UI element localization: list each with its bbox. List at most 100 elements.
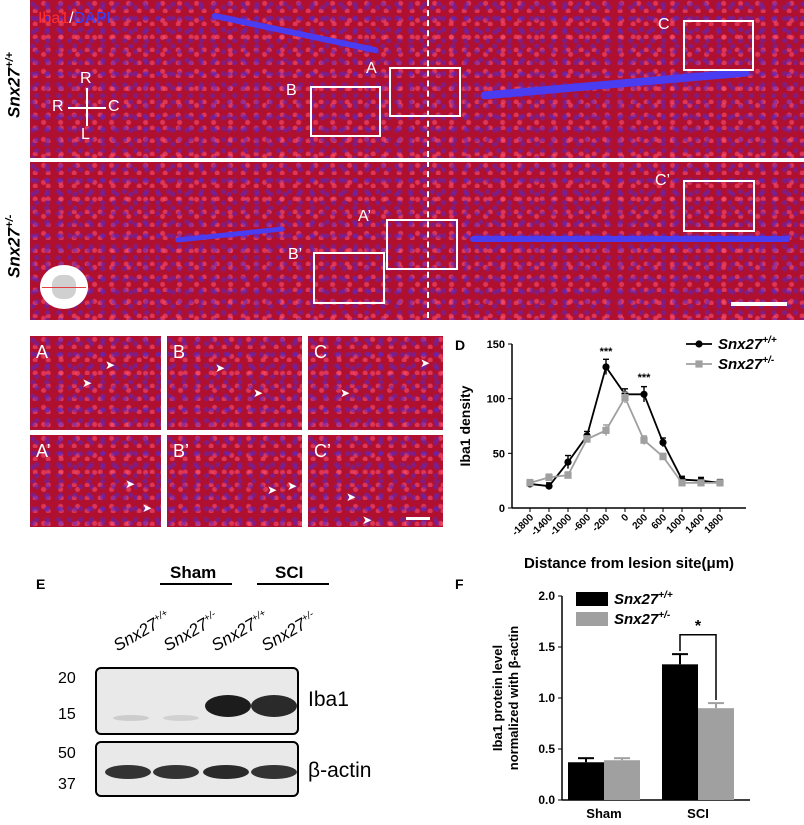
spinal-cord-icon <box>40 265 88 309</box>
data-point <box>659 438 667 446</box>
blot-label-iba1: Iba1 <box>308 688 349 711</box>
marker-37: 37 <box>58 776 76 793</box>
box-a-prime-label: A’ <box>358 208 372 225</box>
tile-a: A ➤ ➤ <box>30 336 161 430</box>
orient-bottom: L <box>81 126 90 143</box>
box-b-label: B <box>286 82 297 99</box>
group-sci-line <box>257 583 329 585</box>
legend-swatch <box>576 592 608 606</box>
lane-label-1: Snx27+/+ <box>110 607 170 656</box>
x-tick-label: 0 <box>619 512 631 524</box>
y-tick-label: 0.0 <box>538 793 555 807</box>
chart-f: 0.0 0.5 1.0 1.5 2.0 Iba1 protein level normali… <box>490 589 750 821</box>
y-tick-label: 1.5 <box>538 640 555 654</box>
data-point <box>526 479 534 487</box>
significance-marker: *** <box>638 372 652 384</box>
legend-label: Snx27+/+ <box>718 335 777 353</box>
tile-b: B ➤ ➤ <box>167 336 302 430</box>
bar <box>662 664 698 800</box>
series-line-1 <box>529 395 720 484</box>
significance-marker: *** <box>600 346 614 358</box>
tile-c-prime: C’ ➤ ➤ <box>308 435 443 527</box>
x-axis-label: Distance from lesion site(μm) <box>524 555 734 572</box>
data-point <box>564 471 572 479</box>
y-tick-label: 0.5 <box>538 742 555 756</box>
data-point <box>640 390 648 398</box>
marker-15: 15 <box>58 706 76 723</box>
central-canal-bottom-right <box>470 236 790 242</box>
series-line-0 <box>529 364 721 488</box>
y-axis-label-1: Iba1 protein level <box>490 645 505 751</box>
box-b-prime <box>313 252 385 304</box>
scale-bar <box>731 302 787 306</box>
data-point <box>659 453 667 461</box>
x-tick-label: 200 <box>631 512 651 532</box>
group-sci-label: SCI <box>275 563 304 582</box>
tile-c: C ➤ ➤ <box>308 336 443 430</box>
box-b-prime-label: B’ <box>288 246 303 263</box>
data-point <box>545 473 553 481</box>
stain-dapi: DAPI <box>73 10 111 27</box>
significance-marker: * <box>695 618 702 635</box>
box-c <box>683 20 754 71</box>
data-point <box>716 479 724 487</box>
data-point <box>621 393 629 402</box>
group-sham-label: Sham <box>170 563 217 582</box>
box-a-label: A <box>366 60 377 77</box>
box-b <box>310 86 381 137</box>
stain-legend: Iba1/DAPI <box>38 10 111 28</box>
x-tick-label: 1800 <box>703 512 727 536</box>
y-tick-label: 2.0 <box>538 589 555 603</box>
category-label: Sham <box>586 806 621 821</box>
significance-bracket <box>679 634 717 701</box>
orient-left: R <box>52 98 64 115</box>
data-point <box>678 479 686 487</box>
legend-label: Snx27+/- <box>614 610 671 628</box>
y-tick-label: 100 <box>487 394 505 406</box>
y-tick-label: 50 <box>493 448 505 460</box>
x-tick-label: -1000 <box>548 512 574 538</box>
box-a <box>389 67 461 117</box>
stain-separator: / <box>69 10 74 27</box>
box-a-prime <box>386 219 458 270</box>
genotype-label-top: Snx27+/+ <box>4 52 24 118</box>
tile-b-prime: B’ ➤ ➤ <box>167 435 302 527</box>
box-c-label: C <box>658 16 670 33</box>
lesion-midline <box>427 0 429 318</box>
marker-50: 50 <box>58 745 76 762</box>
genotype-label-bottom: Snx27+/- <box>4 214 24 278</box>
panel-letter-e: E <box>36 576 46 592</box>
data-point <box>564 458 572 466</box>
bar <box>698 708 734 800</box>
orientation-cross: R R C L <box>50 70 130 145</box>
x-tick-label: 1000 <box>665 512 689 536</box>
y-tick-label: 0 <box>499 503 505 515</box>
legend-label: Snx27+/- <box>718 355 775 373</box>
category-label: SCI <box>687 806 709 821</box>
y-axis-label: Iba1 density <box>457 385 473 466</box>
panel-letter-f: F <box>455 576 464 592</box>
panel-divider <box>30 158 804 162</box>
bar <box>568 762 604 800</box>
legend-swatch <box>576 612 608 626</box>
tile-a-prime: A’ ➤ ➤ <box>30 435 161 527</box>
group-sham-line <box>160 583 232 585</box>
blot-iba1 <box>95 667 299 735</box>
data-point <box>583 435 591 443</box>
data-point <box>602 363 610 371</box>
y-tick-label: 1.0 <box>538 691 555 705</box>
y-tick-label: 150 <box>487 339 505 351</box>
x-tick-label: -600 <box>571 512 593 534</box>
marker-20: 20 <box>58 670 76 687</box>
orient-top: R <box>80 70 92 87</box>
data-point <box>640 436 648 444</box>
data-point <box>545 482 553 490</box>
x-tick-label: -200 <box>590 512 612 534</box>
data-point <box>697 479 705 487</box>
lane-label-3: Snx27+/+ <box>208 607 268 656</box>
legend-marker <box>695 340 703 348</box>
y-axis-label-2: normalized with β-actin <box>506 626 521 771</box>
panel-letter-d: D <box>455 337 466 353</box>
blot-actin <box>95 741 299 797</box>
